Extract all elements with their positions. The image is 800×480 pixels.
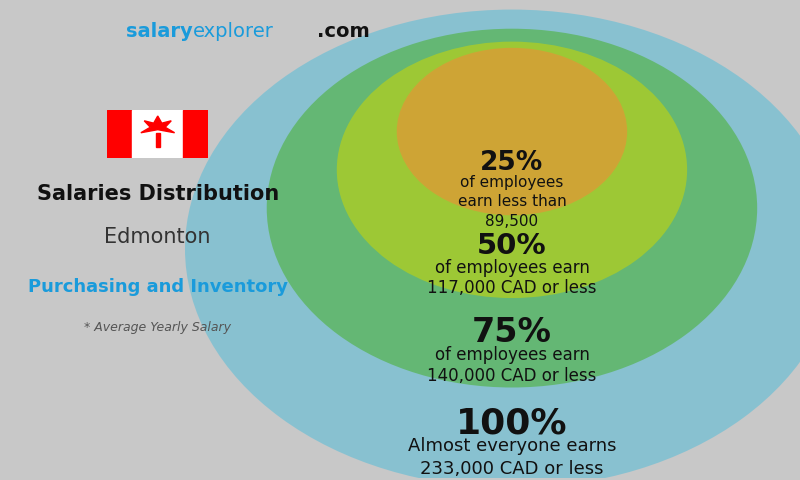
Text: .com: .com <box>318 22 370 40</box>
Text: of employees earn: of employees earn <box>434 346 590 364</box>
Text: * Average Yearly Salary: * Average Yearly Salary <box>84 321 231 334</box>
Text: Almost everyone earns: Almost everyone earns <box>408 437 616 455</box>
Text: explorer: explorer <box>193 22 274 40</box>
Text: 75%: 75% <box>472 316 552 349</box>
Text: Salaries Distribution: Salaries Distribution <box>37 184 279 204</box>
Ellipse shape <box>266 29 757 387</box>
Ellipse shape <box>337 42 687 298</box>
Text: 117,000 CAD or less: 117,000 CAD or less <box>427 279 597 297</box>
Text: Edmonton: Edmonton <box>105 227 211 247</box>
Text: 25%: 25% <box>480 150 543 176</box>
Text: 100%: 100% <box>456 407 568 440</box>
Text: salary: salary <box>126 22 193 40</box>
Ellipse shape <box>397 48 627 215</box>
Text: Purchasing and Inventory: Purchasing and Inventory <box>28 278 288 296</box>
Text: 233,000 CAD or less: 233,000 CAD or less <box>420 460 604 478</box>
Text: 89,500: 89,500 <box>486 214 538 228</box>
Text: 140,000 CAD or less: 140,000 CAD or less <box>427 368 597 385</box>
Text: earn less than: earn less than <box>458 194 566 209</box>
Text: of employees: of employees <box>460 175 564 190</box>
Ellipse shape <box>185 10 800 480</box>
Text: 50%: 50% <box>477 232 546 260</box>
Text: of employees earn: of employees earn <box>434 259 590 277</box>
